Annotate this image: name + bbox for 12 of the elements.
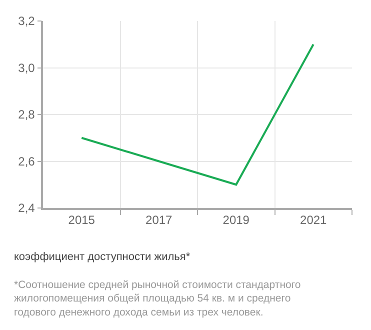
x-tick-label: 2021 [300, 213, 328, 228]
x-tick-label: 2019 [222, 213, 250, 228]
line-series [80, 43, 314, 186]
y-tick-label: 2,8 [18, 108, 36, 122]
text: *Соотношение средней рыночной стоимости стандартного жилогопомещения общей площадью 54 кв. м и среднего годового денежного дохода семьи из трех человек. [14, 279, 301, 318]
y-tick-label: 2,6 [18, 154, 36, 168]
x-axis-title: коэффициент доступности жилья* [14, 251, 191, 263]
y-tick-label: 3,2 [18, 14, 36, 28]
y-tick-label: 2,4 [18, 201, 36, 216]
y-tick-label: 3,0 [18, 60, 36, 75]
x-tick-label: 2017 [146, 213, 173, 228]
x-tick-label: 2015 [68, 213, 96, 228]
